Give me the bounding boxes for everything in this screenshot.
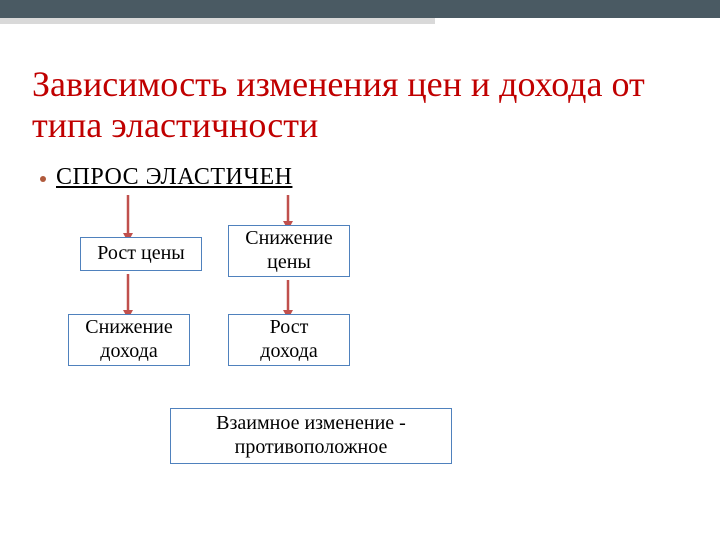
box-price-down: Снижениецены [228,225,350,277]
box-price-up: Рост цены [80,237,202,271]
box-income-down: Снижениедохода [68,314,190,366]
box-income-up: Ростдохода [228,314,350,366]
box-conclusion: Взаимное изменение -противоположное [170,408,452,464]
top-bar [0,0,720,18]
slide-title: Зависимость изменения цен и дохода от ти… [32,64,652,147]
bullet-dot-icon [40,176,46,182]
under-line [0,18,435,24]
arrow-icon [120,274,136,319]
bullet-row: СПРОС ЭЛАСТИЧЕН [40,164,292,191]
bullet-text: СПРОС ЭЛАСТИЧЕН [56,164,292,191]
arrow-icon [120,195,136,242]
slide: Зависимость изменения цен и дохода от ти… [0,0,720,540]
